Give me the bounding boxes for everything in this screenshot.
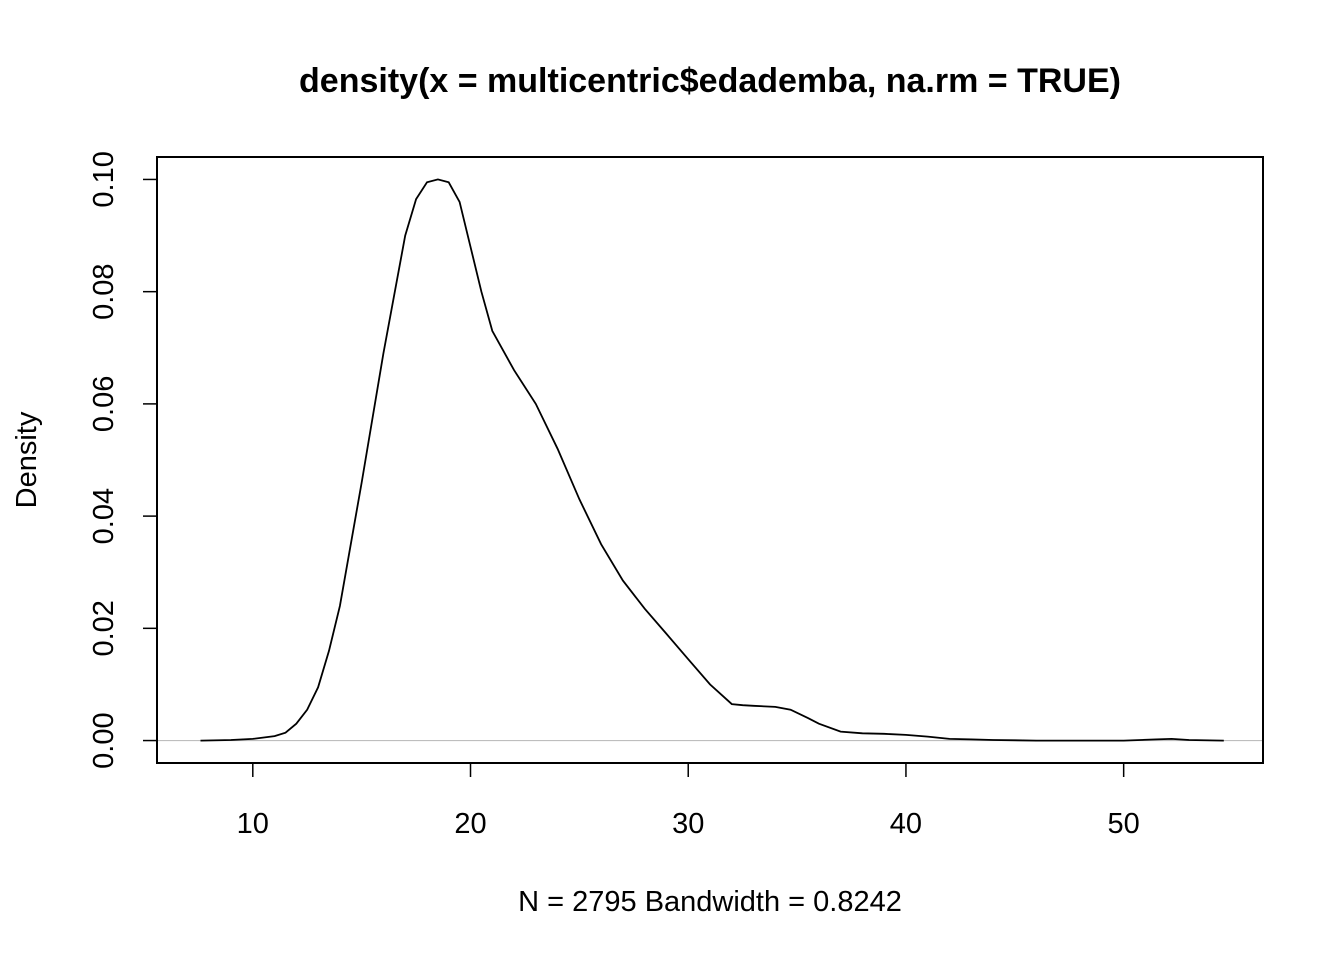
density-curve: [200, 178, 1224, 742]
x-tick-label: 20: [454, 808, 486, 840]
x-tick-label: 10: [237, 808, 269, 840]
y-axis-label: Density: [11, 411, 43, 508]
y-tick-label: 0.08: [88, 263, 120, 319]
x-tick-label: 40: [890, 808, 922, 840]
y-tick-label: 0.02: [88, 600, 120, 656]
y-tick-label: 0.06: [88, 376, 120, 432]
x-axis: 10 20 30 40 50: [237, 762, 1140, 840]
x-tick-label: 30: [672, 808, 704, 840]
y-tick-label: 0.10: [88, 151, 120, 207]
y-tick-label: 0.00: [88, 712, 120, 768]
x-axis-label: N = 2795 Bandwidth = 0.8242: [518, 886, 902, 918]
chart-title: density(x = multicentric$edademba, na.rm…: [299, 62, 1121, 100]
y-tick-label: 0.04: [88, 488, 120, 544]
x-tick-label: 50: [1108, 808, 1140, 840]
y-axis: 0.00 0.02 0.04 0.06 0.08 0.10: [88, 151, 158, 769]
